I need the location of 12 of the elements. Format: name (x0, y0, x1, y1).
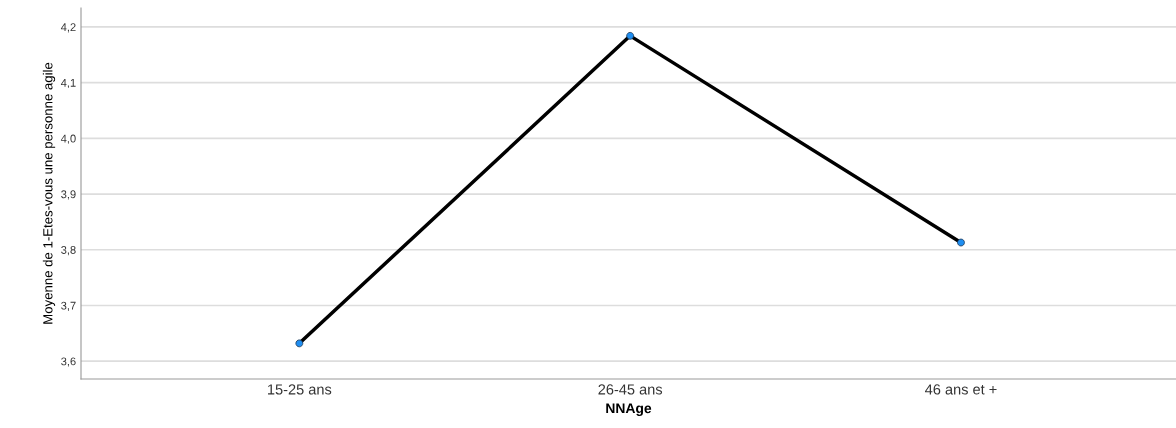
x-axis-title: NNAge (606, 403, 652, 416)
y-tick-label: 3,6 (61, 357, 76, 367)
y-tick-label: 4,0 (60, 134, 76, 144)
x-tick-label: 26-45 ans (598, 384, 663, 395)
x-tick-label: 46 ans et + (925, 384, 997, 395)
y-tick-label: 4,1 (60, 79, 76, 89)
y-tick-label: 3,7 (61, 301, 76, 311)
y-tick-label: 3,9 (61, 190, 76, 200)
y-axis-title: Moyenne de 1-Etes-vous une personne agile (42, 62, 56, 324)
x-tick-label: 15-25 ans (268, 384, 332, 395)
y-tick-label: 4,2 (60, 23, 76, 33)
y-tick-label: 3,8 (61, 246, 76, 256)
